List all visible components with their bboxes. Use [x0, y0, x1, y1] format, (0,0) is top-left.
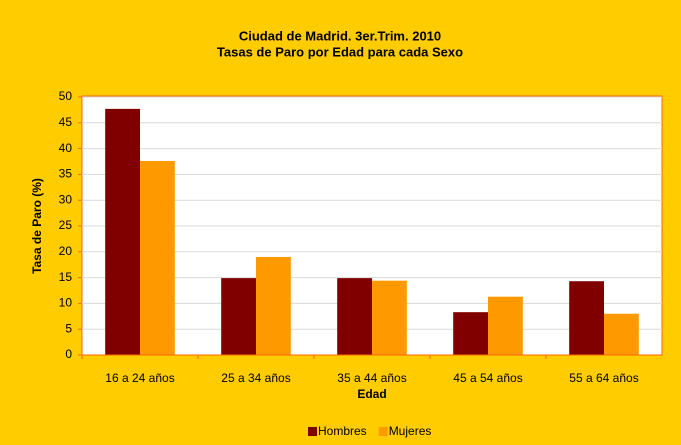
bar: [453, 312, 488, 355]
legend-label: Hombres: [318, 424, 367, 438]
y-tick-label: 50: [59, 89, 73, 103]
y-tick-label: 25: [59, 218, 73, 232]
x-tick-label: 25 a 34 años: [221, 371, 290, 385]
y-axis-title: Tasa de Paro (%): [30, 178, 44, 274]
bar: [569, 281, 604, 355]
chart-title: Ciudad de Madrid. 3er.Trim. 2010: [239, 28, 441, 43]
legend-swatch: [378, 427, 388, 436]
y-tick-label: 20: [59, 244, 73, 258]
legend-label: Mujeres: [389, 424, 432, 438]
x-tick-label: 45 a 54 años: [453, 371, 522, 385]
bar: [337, 278, 372, 355]
bar: [372, 280, 407, 355]
y-tick-label: 30: [59, 192, 73, 206]
y-tick-label: 5: [65, 321, 72, 335]
y-tick-label: 10: [59, 296, 73, 310]
bar: [488, 296, 523, 355]
x-tick-label: 35 a 44 años: [337, 371, 406, 385]
y-tick-label: 40: [59, 141, 73, 155]
y-tick-label: 35: [59, 167, 73, 181]
x-tick-label: 16 a 24 años: [105, 371, 174, 385]
y-tick-label: 45: [59, 115, 73, 129]
bar: [256, 256, 291, 355]
bar: [105, 108, 140, 355]
y-tick-label: 0: [65, 347, 72, 361]
bar: [140, 160, 175, 355]
bar: [221, 278, 256, 355]
x-axis-title: Edad: [357, 387, 386, 401]
legend-swatch: [308, 427, 317, 436]
y-tick-label: 15: [59, 270, 73, 284]
chart-subtitle: Tasas de Paro por Edad para cada Sexo: [217, 44, 463, 59]
x-tick-label: 55 a 64 años: [569, 371, 638, 385]
bar: [604, 313, 639, 355]
